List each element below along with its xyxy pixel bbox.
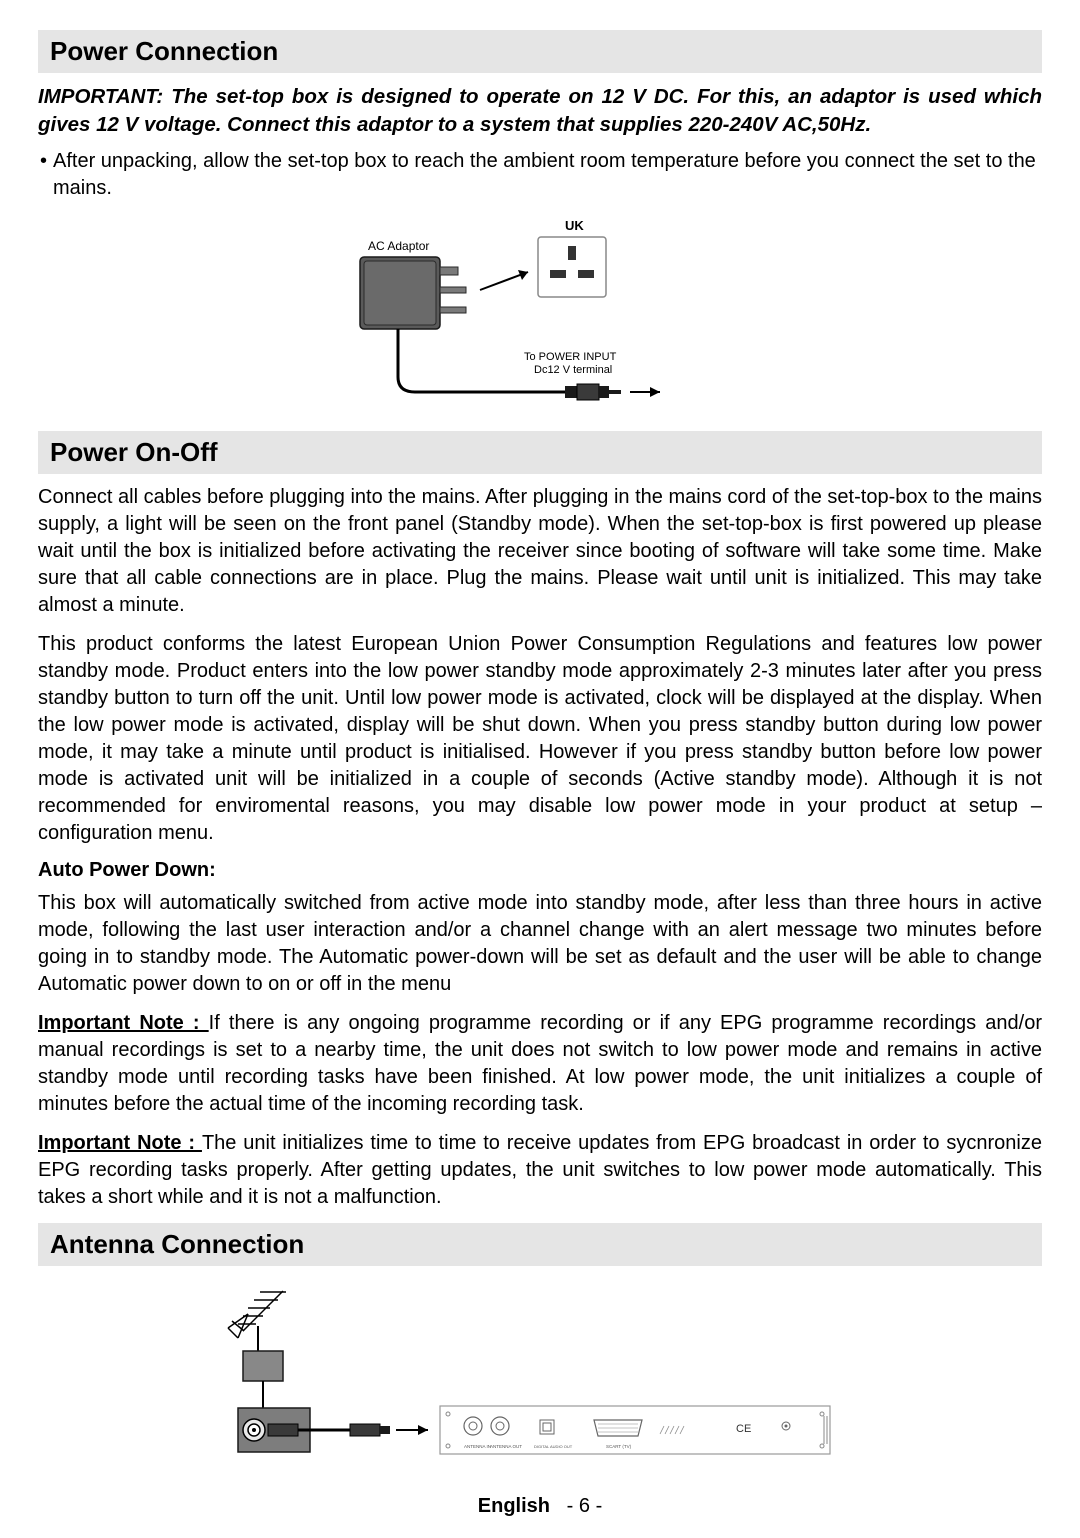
bullet-text: After unpacking, allow the set-top box t… [53, 148, 1042, 202]
power-adaptor-diagram: UK AC Adaptor To POWER INPUT Dc12 V term… [38, 212, 1042, 417]
scart-label: SCART (TV) [606, 1444, 632, 1449]
power-onoff-para2: This product conforms the latest Europea… [38, 631, 1042, 847]
power-input-label-1: To POWER INPUT [524, 351, 617, 363]
bullet-dot-icon: • [38, 148, 53, 202]
auto-power-down-heading: Auto Power Down: [38, 859, 1042, 882]
antenna-out-label: ANTENNA OUT [490, 1444, 522, 1449]
section-heading-power-onoff: Power On-Off [38, 431, 1042, 474]
power-onoff-para1: Connect all cables before plugging into … [38, 484, 1042, 619]
digital-audio-label: DIGITAL AUDIO OUT [534, 1444, 573, 1449]
antenna-in-label: ANTENNA IN [464, 1444, 491, 1449]
page-footer: English - 6 - [38, 1495, 1042, 1518]
note-label-1: Important Note : [38, 1012, 209, 1034]
adaptor-label: AC Adaptor [368, 239, 429, 253]
important-warning: IMPORTANT: The set-top box is designed t… [38, 83, 1042, 138]
note-label-2: Important Note : [38, 1132, 202, 1154]
auto-power-down-body: This box will automatically switched fro… [38, 890, 1042, 998]
important-note-1: Important Note : If there is any ongoing… [38, 1010, 1042, 1118]
section-heading-antenna: Antenna Connection [38, 1223, 1042, 1266]
section-heading-power-connection: Power Connection [38, 30, 1042, 73]
important-note-2: Important Note : The unit initializes ti… [38, 1130, 1042, 1211]
bullet-item: • After unpacking, allow the set-top box… [38, 148, 1042, 202]
footer-language: English [478, 1495, 550, 1517]
footer-page-number: - 6 - [567, 1495, 603, 1517]
ce-mark: CE [736, 1423, 751, 1435]
antenna-diagram: ANTENNA IN ANTENNA OUT DIGITAL AUDIO OUT… [38, 1276, 1042, 1471]
uk-label: UK [565, 218, 584, 233]
power-input-label-2: Dc12 V terminal [534, 364, 612, 376]
